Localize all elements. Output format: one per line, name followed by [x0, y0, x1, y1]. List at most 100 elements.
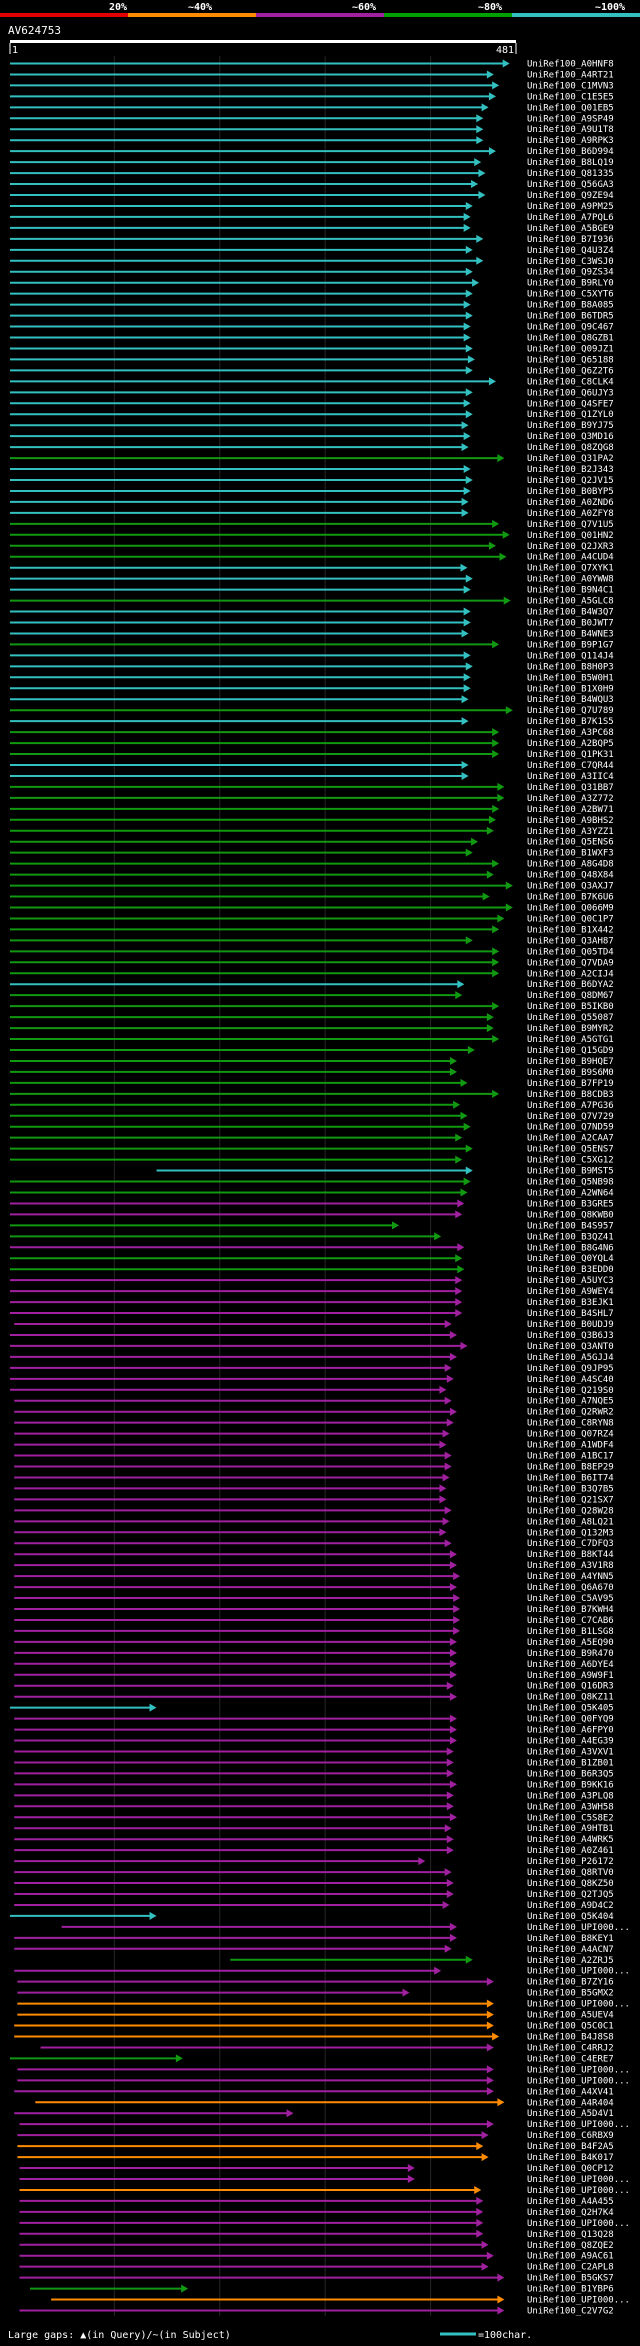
hit-arrow: [461, 443, 469, 452]
hit-arrow: [486, 70, 494, 79]
hit-label: UniRef100_A0HNF8: [527, 59, 614, 69]
hit-arrow: [492, 969, 500, 978]
hit-label: UniRef100_A3IIC4: [527, 772, 614, 782]
hit-label: UniRef100_A9U1T8: [527, 125, 614, 135]
hit-label: UniRef100_UPI000...: [527, 2065, 630, 2075]
hit-arrow: [446, 1681, 454, 1690]
hit-arrow: [486, 1977, 494, 1986]
hit-arrow: [444, 1320, 452, 1329]
hit-arrow: [481, 2262, 489, 2271]
hit-label: UniRef100_UPI000...: [527, 2120, 630, 2130]
hit-label: UniRef100_B1ZB01: [527, 1758, 614, 1768]
hit-arrow: [444, 1944, 452, 1953]
hit-label: UniRef100_B5IKB0: [527, 1002, 614, 1012]
hit-label: UniRef100_B5GKS7: [527, 2274, 614, 2284]
hit-arrow: [474, 2185, 482, 2194]
hit-arrow: [449, 1550, 457, 1559]
hit-label: UniRef100_Q5K405: [527, 1704, 614, 1714]
hit-arrow: [463, 1122, 471, 1131]
hit-label: UniRef100_A4RT21: [527, 70, 614, 80]
hit-arrow: [503, 596, 511, 605]
hit-label: UniRef100_A2BQP5: [527, 739, 614, 749]
hit-label: UniRef100_A2CIJ4: [527, 969, 614, 979]
hit-arrow: [463, 465, 471, 474]
hit-label: UniRef100_B1YBP6: [527, 2285, 614, 2295]
hit-arrow: [465, 311, 473, 320]
hit-label: UniRef100_Q3B6J3: [527, 1331, 614, 1341]
hit-arrow: [465, 267, 473, 276]
hit-label: UniRef100_Q4SFE7: [527, 399, 614, 409]
hit-arrow: [460, 563, 468, 572]
hit-arrow: [402, 1988, 410, 1997]
hit-arrow: [486, 2120, 494, 2129]
hit-label: UniRef100_B3EJK1: [527, 1298, 614, 1308]
hit-arrow: [488, 541, 496, 550]
hit-arrow: [457, 980, 465, 989]
hit-label: UniRef100_Q8ZQE2: [527, 2241, 614, 2251]
hit-arrow: [442, 1900, 450, 1909]
hit-label: UniRef100_Q9C467: [527, 323, 614, 333]
hit-label: UniRef100_C8CLK4: [527, 377, 614, 387]
hit-label: UniRef100_Q3AH87: [527, 936, 614, 946]
hit-arrow: [461, 508, 469, 517]
hit-arrow: [439, 1484, 447, 1493]
hit-label: UniRef100_Q01HN2: [527, 531, 614, 541]
hit-arrow: [476, 2207, 484, 2216]
hit-label: UniRef100_B1LSG8: [527, 1627, 614, 1637]
hit-arrow: [486, 2087, 494, 2096]
hit-label: UniRef100_Q07RZ4: [527, 1430, 614, 1440]
hit-arrow: [449, 1714, 457, 1723]
hit-arrow: [446, 1747, 454, 1756]
hit-arrow: [463, 399, 471, 408]
hit-arrow: [446, 1879, 454, 1888]
hit-label: UniRef100_Q9ZS34: [527, 268, 614, 278]
hit-label: UniRef100_Q8KWB0: [527, 1210, 614, 1220]
hit-arrow: [486, 826, 494, 835]
hit-label: UniRef100_A3Z772: [527, 794, 614, 804]
hit-label: UniRef100_UPI000...: [527, 2219, 630, 2229]
hit-label: UniRef100_A4WRK5: [527, 1835, 614, 1845]
hit-arrow: [463, 322, 471, 331]
hit-label: UniRef100_Q0YQL4: [527, 1254, 614, 1264]
hit-label: UniRef100_Q2JXR3: [527, 542, 614, 552]
hit-arrow: [492, 81, 500, 90]
hit-arrow: [497, 2306, 505, 2315]
hit-label: UniRef100_A3V1R8: [527, 1561, 614, 1571]
hit-label: UniRef100_Q2TJQ5: [527, 1890, 614, 1900]
hit-arrow: [446, 1791, 454, 1800]
hit-arrow: [453, 1615, 461, 1624]
hit-arrow: [463, 684, 471, 693]
hit-arrow: [486, 2065, 494, 2074]
hit-label: UniRef100_B8A085: [527, 301, 614, 311]
hit-arrow: [492, 1035, 500, 1044]
hit-arrow: [449, 1056, 457, 1065]
hit-arrow: [453, 1594, 461, 1603]
hit-arrow: [453, 1605, 461, 1614]
hit-label: UniRef100_A0YWW8: [527, 575, 614, 585]
hit-arrow: [453, 1626, 461, 1635]
hit-label: UniRef100_A9W9F1: [527, 1671, 614, 1681]
hit-arrow: [463, 212, 471, 221]
hit-arrow: [455, 1254, 463, 1263]
hit-label: UniRef100_B4WNE3: [527, 629, 614, 639]
tick-label-end: 481: [496, 45, 514, 56]
hit-arrow: [149, 1911, 157, 1920]
hit-arrow: [444, 1396, 452, 1405]
hit-arrow: [476, 2218, 484, 2227]
hit-arrow: [463, 673, 471, 682]
hit-label: UniRef100_Q7V729: [527, 1112, 614, 1122]
hit-label: UniRef100_C1E5E5: [527, 92, 614, 102]
hit-label: UniRef100_A0ZFY8: [527, 509, 614, 519]
hit-label: UniRef100_B9N4C1: [527, 586, 614, 596]
hit-arrow: [461, 421, 469, 430]
hit-label: UniRef100_B8KEY1: [527, 1934, 614, 1944]
tick-label-start: 1: [12, 45, 18, 56]
hit-label: UniRef100_Q0FYQ9: [527, 1715, 614, 1725]
hit-arrow: [461, 771, 469, 780]
hit-label: UniRef100_Q114J4: [527, 651, 614, 661]
hit-arrow: [460, 1188, 468, 1197]
hit-label: UniRef100_A0Z461: [527, 1846, 614, 1856]
hit-label: UniRef100_Q9JP95: [527, 1364, 614, 1374]
hit-label: UniRef100_A3PLQ8: [527, 1791, 614, 1801]
